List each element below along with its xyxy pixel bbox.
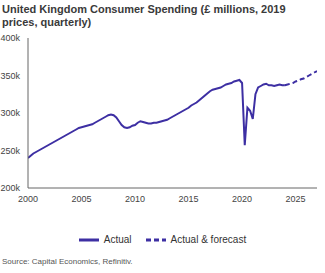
html-text:Source: Capital Economics, Ref: Source: Capital Economics, Refinitiv. xyxy=(2,257,133,266)
svg-text:2005: 2005 xyxy=(72,194,92,204)
svg-text:2025: 2025 xyxy=(286,194,306,204)
svg-text:2020: 2020 xyxy=(232,194,252,204)
svg-text:2000: 2000 xyxy=(18,194,38,204)
html-text:United Kingdom Consumer Spendi: United Kingdom Consumer Spending (£ mill… xyxy=(2,3,286,28)
svg-text:350k: 350k xyxy=(8,71,20,81)
svg-text:200k: 200k xyxy=(8,183,20,193)
html-text:Actual: Actual xyxy=(103,234,132,245)
svg-text:300k: 300k xyxy=(8,108,20,118)
html-text:Actual & forecast: Actual & forecast xyxy=(170,234,247,245)
svg-text:250k: 250k xyxy=(8,146,20,156)
svg-text:400k: 400k xyxy=(8,33,20,43)
svg-text:2010: 2010 xyxy=(125,194,145,204)
svg-text:2015: 2015 xyxy=(179,194,199,204)
